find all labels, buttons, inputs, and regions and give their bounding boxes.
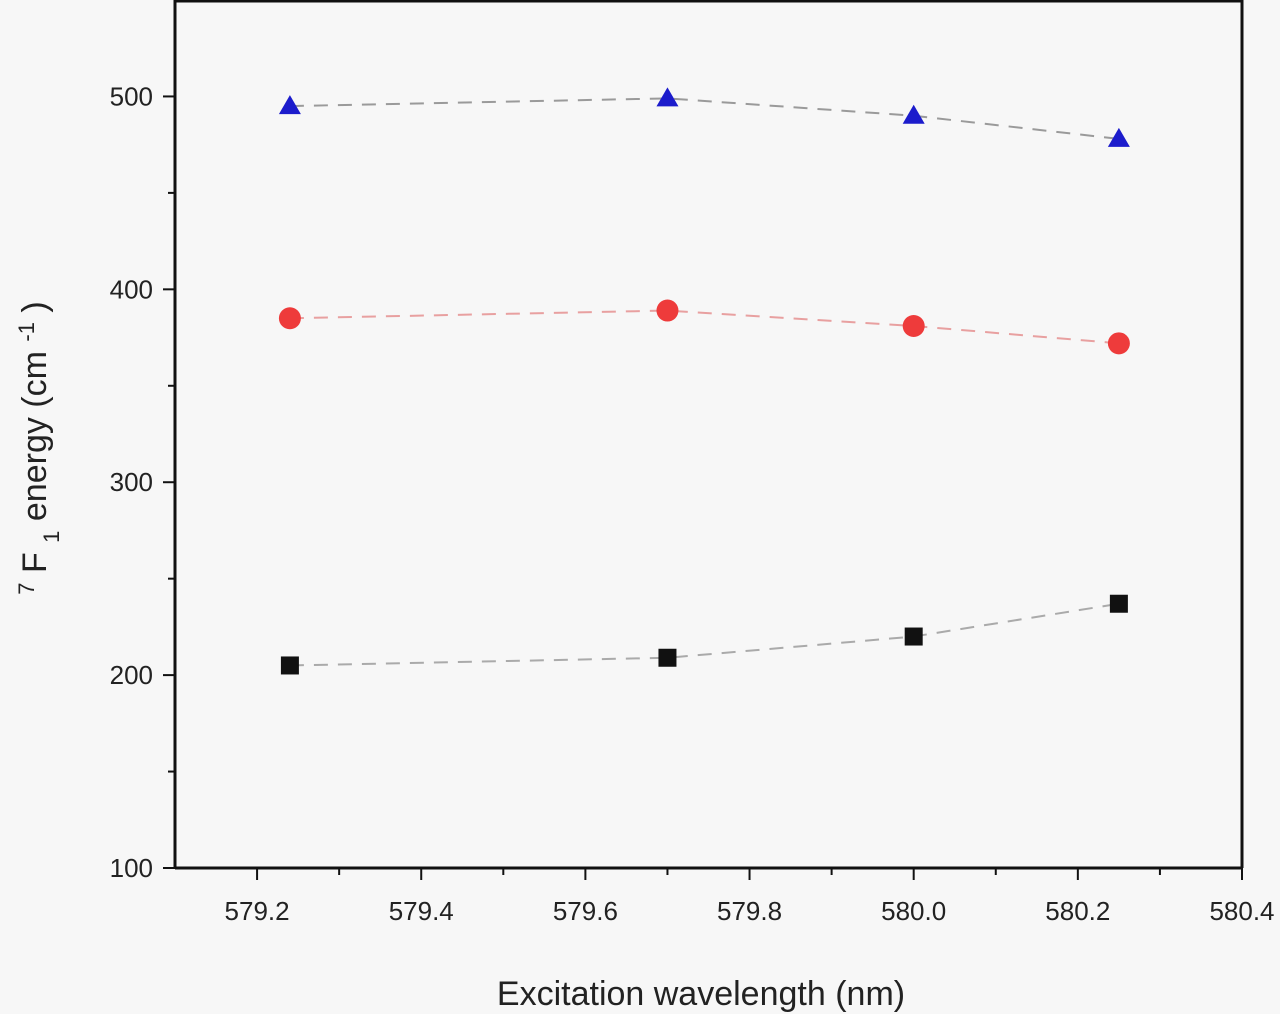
- y-axis-title-end: ): [16, 301, 54, 312]
- y-tick-label: 500: [110, 81, 153, 111]
- y-axis-title-sup7: 7: [14, 583, 39, 595]
- x-tick-label: 580.2: [1045, 896, 1110, 926]
- triangle-marker: [656, 87, 679, 107]
- x-tick-label: 579.2: [225, 896, 290, 926]
- x-tick-label: 579.8: [717, 896, 782, 926]
- square-marker: [1109, 594, 1128, 613]
- circle-marker: [656, 299, 679, 322]
- y-axis-title-sup: -1: [14, 322, 39, 342]
- ticks: 579.2 579.4 579.6 579.8 580.0 580.2 580.4 100 20…: [110, 81, 1275, 926]
- x-axis-title: Excitation wavelength (nm): [497, 975, 905, 1013]
- series-lines: [289, 97, 1120, 667]
- square-marker: [658, 648, 677, 667]
- circle-marker: [902, 314, 925, 337]
- y-axis-title-mid: energy (cm: [16, 351, 54, 521]
- x-tick-label: 580.4: [1209, 896, 1274, 926]
- triangle-marker: [902, 104, 925, 124]
- y-tick-label: 300: [110, 467, 153, 497]
- series-line-3: [289, 602, 1120, 667]
- y-tick-label: 100: [110, 853, 153, 883]
- square-marker: [280, 656, 299, 675]
- y-axis-title-sub1: 1: [39, 531, 64, 543]
- triangle-marker: [1107, 127, 1130, 147]
- square-marker: [904, 627, 923, 646]
- x-tick-label: 579.4: [389, 896, 454, 926]
- series-line-2: [289, 309, 1119, 345]
- y-tick-label: 400: [110, 274, 153, 304]
- y-tick-label: 200: [110, 660, 153, 690]
- plot-area: [175, 0, 1242, 868]
- triangle-marker: [278, 95, 301, 115]
- series-markers: [278, 87, 1130, 675]
- y-axis-title: 7 F 1 energy (cm -1 ): [14, 301, 64, 595]
- y-axis-title-F: F: [16, 552, 54, 573]
- axes: [173, 0, 1244, 870]
- circle-marker: [1107, 332, 1130, 355]
- x-tick-label: 580.0: [881, 896, 946, 926]
- x-tick-label: 579.6: [553, 896, 618, 926]
- circle-marker: [278, 307, 301, 330]
- series-line-1: [289, 97, 1119, 140]
